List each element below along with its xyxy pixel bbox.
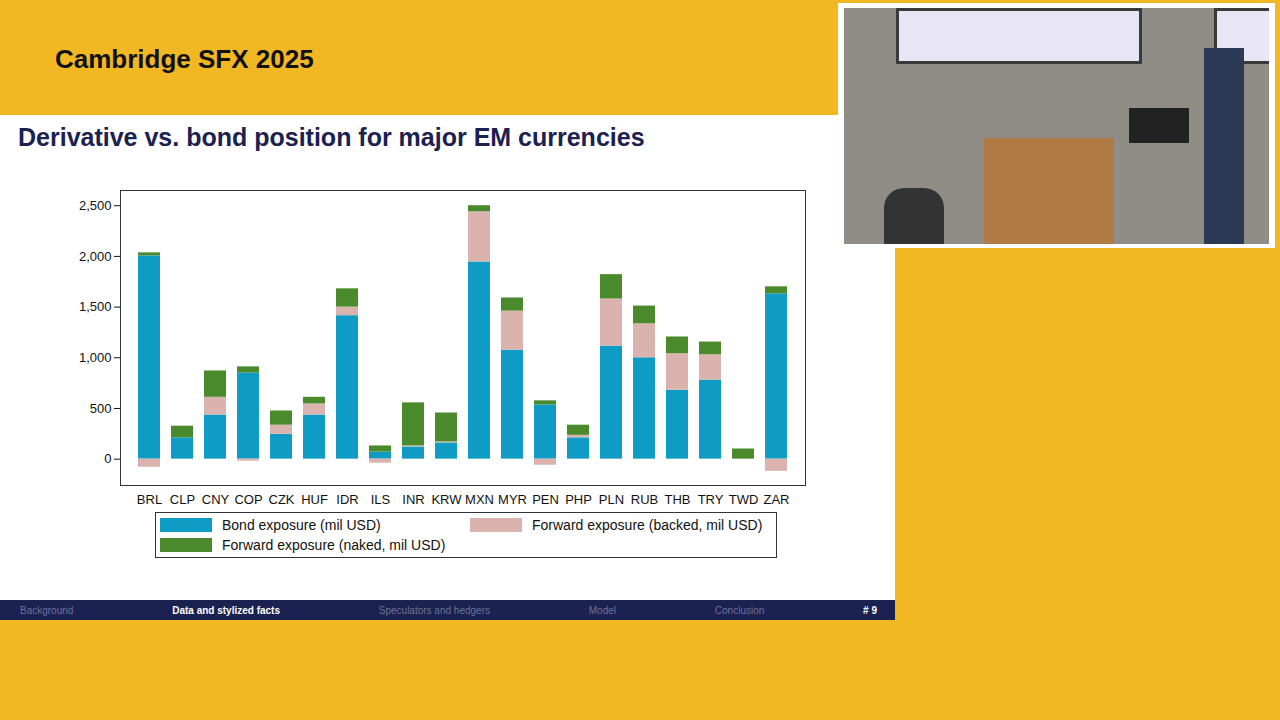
svg-text:COP: COP <box>234 492 262 507</box>
html-text:Background: Background <box>20 604 74 616</box>
html-text:Forward exposure (naked, mil U: Forward exposure (naked, mil USD) <box>222 537 446 553</box>
svg-text:CNY: CNY <box>202 492 230 507</box>
html-text:Data and stylized facts: Data and stylized facts <box>172 604 280 616</box>
svg-text:BRL: BRL <box>137 492 162 507</box>
svg-text:KRW: KRW <box>431 492 462 507</box>
svg-text:TRY: TRY <box>698 492 724 507</box>
svg-text:1,000: 1,000 <box>79 350 112 365</box>
svg-text:CLP: CLP <box>170 492 195 507</box>
svg-text:CZK: CZK <box>269 492 295 507</box>
svg-text:MXN: MXN <box>465 492 494 507</box>
svg-text:ILS: ILS <box>371 492 391 507</box>
svg-text:IDR: IDR <box>336 492 358 507</box>
html-text:Derivative vs. bond position f: Derivative vs. bond position for major E… <box>18 123 645 151</box>
svg-text:2,500: 2,500 <box>79 198 112 213</box>
svg-text:PEN: PEN <box>532 492 559 507</box>
svg-text:1,500: 1,500 <box>79 299 112 314</box>
html-text:Conclusion: Conclusion <box>714 604 765 616</box>
svg-text:500: 500 <box>90 401 112 416</box>
svg-text:PHP: PHP <box>565 492 592 507</box>
svg-text:THB: THB <box>665 492 691 507</box>
svg-text:INR: INR <box>402 492 424 507</box>
svg-text:ZAR: ZAR <box>764 492 790 507</box>
svg-text:RUB: RUB <box>631 492 658 507</box>
svg-text:HUF: HUF <box>301 492 328 507</box>
svg-text:2,000: 2,000 <box>79 249 112 264</box>
svg-text:MYR: MYR <box>498 492 527 507</box>
html-text:Speculators and hedgers: Speculators and hedgers <box>378 604 490 616</box>
html-text:Bond exposure (mil USD): Bond exposure (mil USD) <box>222 517 381 533</box>
html-text:Forward exposure (backed, mil: Forward exposure (backed, mil USD) <box>532 517 763 533</box>
html-text:# 9: # 9 <box>863 604 877 616</box>
html-text:Model: Model <box>588 604 616 616</box>
svg-text:PLN: PLN <box>599 492 624 507</box>
svg-text:0: 0 <box>104 451 111 466</box>
svg-text:TWD: TWD <box>729 492 759 507</box>
html-text:Cambridge SFX 2025: Cambridge SFX 2025 <box>55 44 314 74</box>
